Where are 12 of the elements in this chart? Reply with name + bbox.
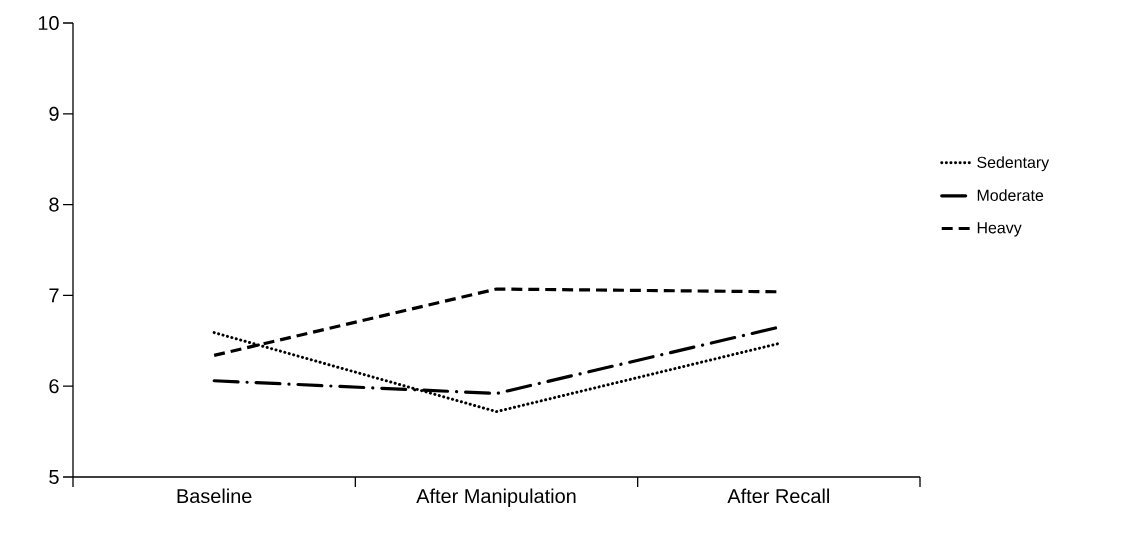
y-tick-label: 7 (49, 288, 59, 303)
legend-label: Moderate (977, 189, 1044, 201)
legend-label: Heavy (977, 222, 1022, 237)
x-tick-label: After Manipulation (416, 488, 576, 508)
y-tick-label: 10 (38, 15, 59, 31)
legend-label: Sedentary (977, 156, 1050, 172)
x-tick-label: Baseline (177, 488, 252, 504)
y-tick-label: 5 (49, 470, 59, 484)
y-tick-label: 8 (49, 197, 59, 212)
y-tick-label: 6 (49, 379, 59, 394)
x-tick-label: After Recall (727, 488, 829, 504)
y-tick-label: 9 (49, 106, 59, 121)
